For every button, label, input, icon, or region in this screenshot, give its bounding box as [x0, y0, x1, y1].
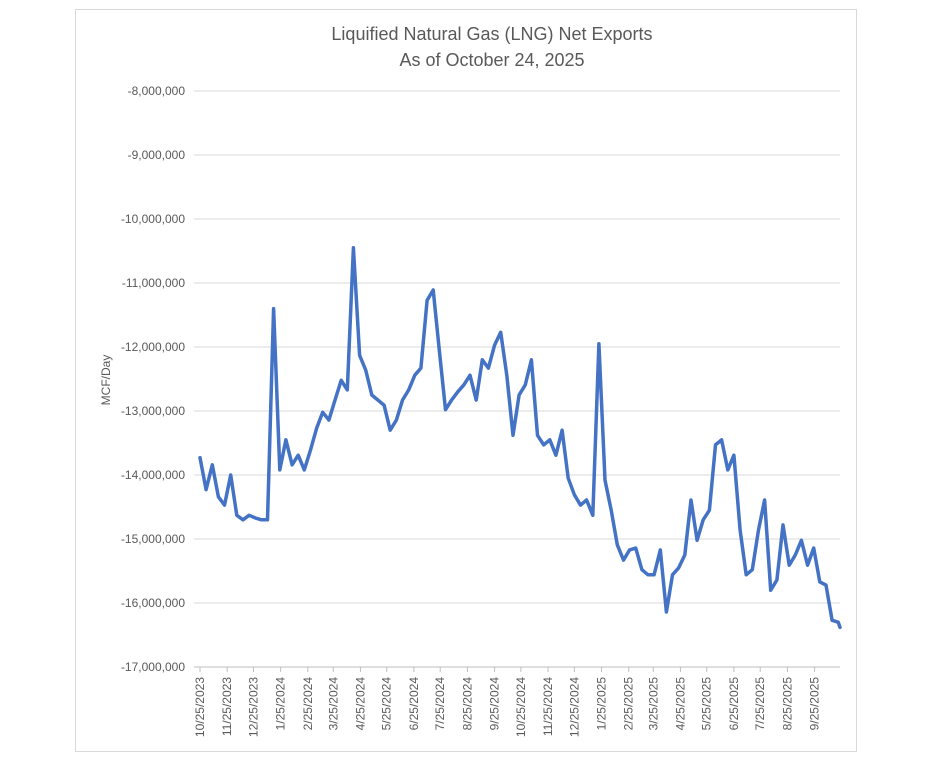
y-axis-label: MCF/Day: [99, 355, 113, 406]
y-tick-label: -16,000,000: [121, 596, 185, 610]
y-tick-label: -9,000,000: [128, 148, 186, 162]
x-tick-label: 6/25/2025: [727, 677, 741, 731]
x-tick-label: 8/25/2024: [460, 677, 474, 731]
x-tick-label: 1/25/2025: [595, 677, 609, 731]
x-tick-label: 10/25/2023: [193, 677, 207, 737]
x-tick-label: 2/25/2025: [622, 677, 636, 731]
x-tick-label: 6/25/2024: [407, 677, 421, 731]
y-tick-label: -14,000,000: [121, 468, 185, 482]
x-tick-label: 9/25/2024: [488, 677, 502, 731]
y-tick-label: -8,000,000: [128, 84, 186, 98]
chart-subtitle: As of October 24, 2025: [399, 50, 584, 70]
x-tick-label: 12/25/2024: [567, 677, 581, 737]
x-tick-label: 7/25/2025: [753, 677, 767, 731]
x-tick-label: 10/25/2024: [514, 677, 528, 737]
x-tick-label: 1/25/2024: [274, 677, 288, 731]
y-tick-label: -15,000,000: [121, 532, 185, 546]
y-tick-label: -13,000,000: [121, 404, 185, 418]
x-tick-label: 12/25/2023: [246, 677, 260, 737]
y-tick-label: -11,000,000: [122, 276, 185, 290]
x-tick-label: 4/25/2025: [673, 677, 687, 731]
y-tick-label: -17,000,000: [121, 660, 185, 674]
data-line: [198, 246, 842, 630]
x-tick-label: 3/25/2025: [646, 677, 660, 731]
x-tick-label: 7/25/2024: [433, 677, 447, 731]
x-tick-label: 3/25/2024: [326, 677, 340, 731]
x-tick-label: 9/25/2025: [808, 677, 822, 731]
y-tick-label: -10,000,000: [121, 212, 185, 226]
chart-title: Liquified Natural Gas (LNG) Net Exports: [331, 24, 652, 44]
x-tick-label: 11/25/2024: [541, 677, 555, 736]
x-tick-label: 2/25/2024: [301, 677, 315, 731]
x-tick-label: 5/25/2025: [700, 677, 714, 731]
x-tick-label: 8/25/2025: [780, 677, 794, 731]
x-tick-label: 11/25/2023: [220, 677, 234, 736]
y-tick-label: -12,000,000: [121, 340, 185, 354]
x-tick-label: 4/25/2024: [353, 677, 367, 731]
x-tick-label: 5/25/2024: [380, 677, 394, 731]
